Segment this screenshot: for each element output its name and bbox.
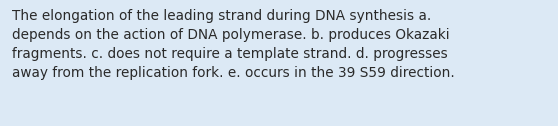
Text: The elongation of the leading strand during DNA synthesis a.
depends on the acti: The elongation of the leading strand dur… (12, 9, 455, 80)
